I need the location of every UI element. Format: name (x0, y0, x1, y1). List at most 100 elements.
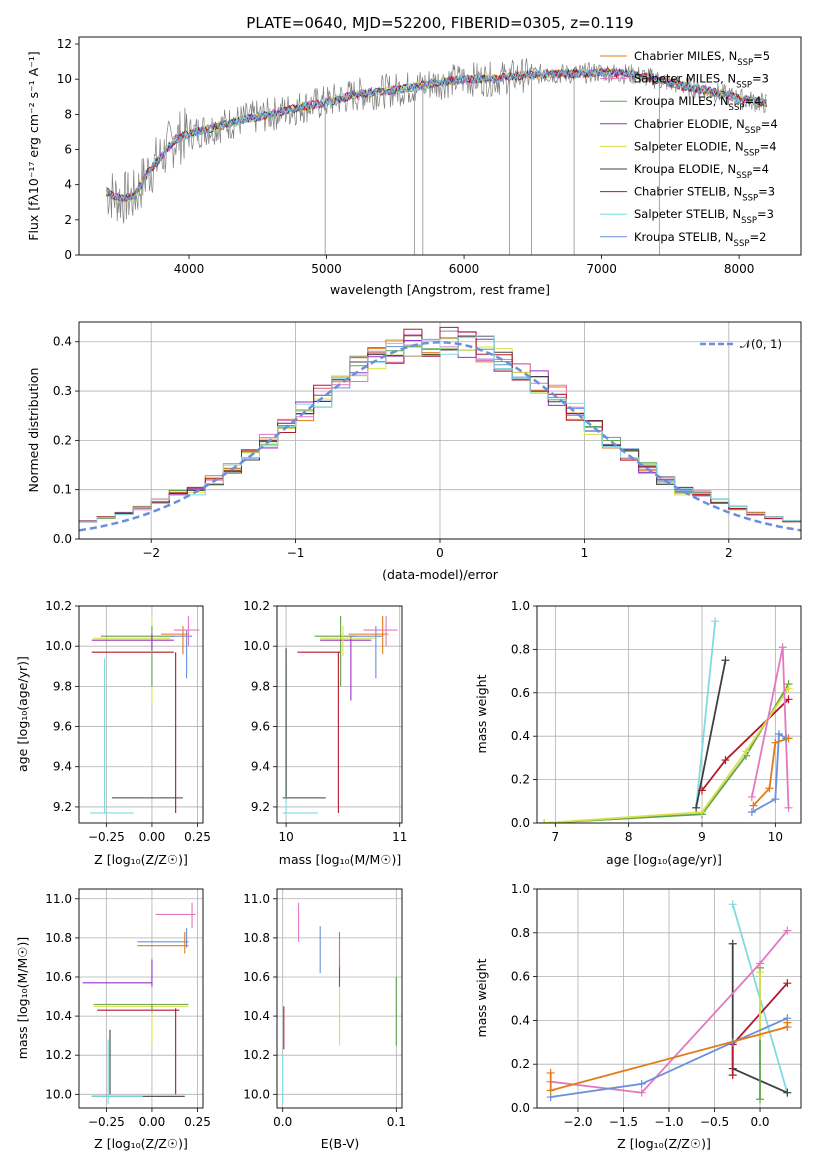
x-tick-label: 1 (581, 546, 589, 560)
model-spectrum-line (106, 68, 767, 203)
ageM-xlabel: mass [log₁₀(M/M☉)] (279, 852, 401, 867)
weight-series-line (550, 930, 788, 1094)
y-tick-label: 10.0 (243, 639, 270, 653)
y-tick-label: 9.8 (53, 679, 72, 693)
x-tick-label: 11 (392, 830, 407, 844)
weight-point-marker (775, 730, 783, 739)
mE-xlabel: E(B-V) (321, 1136, 360, 1151)
x-tick-label: 6000 (449, 262, 480, 276)
weight-vs-age-panel: 7 8 9 10 0.0 0.2 0.4 0.6 0.8 1.0 (511, 599, 802, 844)
weight-point-marker (756, 1095, 765, 1104)
weight-point-marker (721, 656, 730, 665)
weight-series-line (695, 621, 717, 808)
y-tick-label: 0.6 (511, 686, 530, 700)
weight-point-marker (747, 792, 756, 801)
plot-frame (276, 888, 403, 1109)
legend-label: Chabrier ELODIE, NSSP=4 (634, 117, 778, 136)
y-tick-label: 0.0 (53, 532, 72, 546)
y-tick-label: 10.0 (45, 1087, 72, 1101)
y-tick-label: 9.6 (53, 720, 72, 734)
y-tick-label: 10.2 (45, 599, 72, 613)
model-spectrum-line (106, 67, 767, 203)
legend-label: Chabrier MILES, NSSP=5 (634, 49, 770, 68)
spectrum-xlabel: wavelength [Angstrom, rest frame] (330, 282, 550, 297)
y-tick-label: 10.2 (243, 1048, 270, 1062)
x-tick-label: 0.0 (750, 1115, 769, 1129)
figure-title: PLATE=0640, MJD=52200, FIBERID=0305, z=0… (246, 14, 633, 32)
x-tick-label: 0.00 (139, 830, 166, 844)
mass-vs-ebv-panel: 0.0 0.1 10.0 10.2 10.4 10.6 10.8 11.0 (243, 888, 406, 1129)
weight-point-marker (784, 695, 793, 704)
x-tick-label: 0.00 (139, 1115, 166, 1129)
wZ-xlabel: Z [log₁₀(Z/Z☉)] (617, 1136, 711, 1151)
weight-point-marker (721, 756, 730, 765)
x-tick-label: 8 (625, 830, 633, 844)
plot-area (540, 617, 793, 823)
y-tick-label: 9.4 (251, 760, 270, 774)
legend-label: Salpeter MILES, NSSP=3 (634, 72, 769, 91)
wZ-ylabel: mass weight (474, 958, 489, 1037)
plot-frame (78, 321, 802, 540)
y-tick-label: 0.2 (511, 1057, 530, 1071)
y-tick-label: 0.2 (53, 433, 72, 447)
y-tick-label: 4 (64, 178, 72, 192)
y-tick-label: 0.4 (511, 729, 530, 743)
ageZ-xlabel: Z [log₁₀(Z/Z☉)] (94, 852, 188, 867)
weight-series-line (544, 687, 790, 823)
x-tick-label: −0.25 (88, 830, 125, 844)
y-tick-label: 10.0 (45, 639, 72, 653)
y-tick-label: 10.0 (243, 1087, 270, 1101)
y-tick-label: 10 (57, 72, 72, 86)
plot-frame (536, 605, 802, 824)
x-tick-label: 8000 (724, 262, 755, 276)
y-tick-label: 10.6 (243, 970, 270, 984)
y-tick-label: 9.6 (251, 720, 270, 734)
y-tick-label: 0.0 (511, 1101, 530, 1115)
weight-series-line (752, 737, 789, 807)
x-tick-label: −2.0 (563, 1115, 592, 1129)
histogram-legend: 𝒩(0, 1) (700, 337, 782, 351)
x-tick-label: 9 (698, 830, 706, 844)
x-tick-label: 10 (768, 830, 783, 844)
y-tick-label: 10.8 (243, 931, 270, 945)
x-tick-label: 0.0 (273, 1115, 292, 1129)
y-tick-label: 9.8 (251, 679, 270, 693)
plot-area (282, 616, 398, 814)
weight-point-marker (728, 900, 737, 909)
y-tick-label: 0.4 (511, 1013, 530, 1027)
weight-point-marker (784, 734, 793, 743)
mZ-xlabel: Z [log₁₀(Z/Z☉)] (94, 1136, 188, 1151)
weight-point-marker (637, 1088, 646, 1097)
x-tick-label: 5000 (311, 262, 342, 276)
weight-point-marker (698, 786, 706, 795)
model-spectrum-line (106, 67, 768, 203)
plot-frame (536, 888, 802, 1109)
weight-point-marker (749, 801, 758, 810)
wAge-ylabel: mass weight (474, 674, 489, 753)
y-tick-label: 0.1 (53, 483, 72, 497)
plot-area (282, 902, 397, 1105)
x-tick-label: −0.25 (88, 1115, 125, 1129)
weight-point-marker (771, 738, 780, 747)
weight-point-marker (756, 968, 765, 977)
x-tick-label: 0.25 (184, 830, 211, 844)
weight-point-marker (783, 926, 792, 935)
y-tick-label: 10.2 (45, 1048, 72, 1062)
weight-point-marker (783, 1088, 792, 1097)
weight-point-marker (711, 617, 720, 626)
y-tick-label: 0.6 (511, 970, 530, 984)
mZ-ylabel: mass [log₁₀(M/M☉)] (15, 937, 30, 1059)
mass-vs-metallicity-panel: −0.25 0.00 0.25 10.0 10.2 10.4 10.6 10.8 11.0 (45, 888, 211, 1129)
weight-point-marker (778, 643, 787, 652)
y-tick-label: 0.8 (511, 926, 530, 940)
plot-area (82, 902, 196, 1105)
y-tick-label: 0.2 (511, 773, 530, 787)
y-tick-label: 6 (64, 143, 72, 157)
y-tick-label: 10.2 (243, 599, 270, 613)
x-tick-label: 4000 (174, 262, 205, 276)
weight-point-marker (540, 819, 549, 823)
x-tick-label: 7000 (586, 262, 617, 276)
weight-vs-metallicity-panel: −2.0 −1.5 −1.0 −0.5 0.0 0.0 0.2 0.4 0.6 0.8 1.0 (511, 882, 802, 1129)
age-vs-mass-panel: 10 11 9.2 9.4 9.6 9.8 10.0 10.2 (243, 599, 407, 844)
legend-label: Chabrier STELIB, NSSP=3 (634, 185, 775, 204)
